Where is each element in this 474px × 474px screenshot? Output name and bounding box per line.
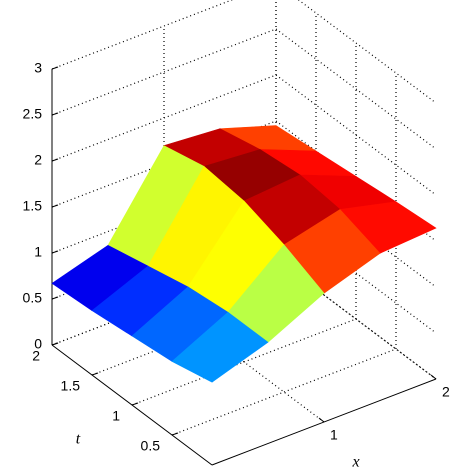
y-tick-label: 1.5 [61, 378, 81, 394]
x-tick [318, 417, 325, 423]
y-tick [171, 432, 179, 436]
z-tick [51, 250, 59, 254]
z-tick [51, 296, 59, 300]
grid-line [275, 28, 437, 150]
x-tick-label: 2 [442, 384, 450, 400]
grid-line [51, 0, 234, 70]
y-tick [91, 372, 99, 376]
z-tick-label: 2.5 [23, 106, 43, 122]
z-tick-label: 0.5 [23, 290, 43, 306]
y-tick [131, 402, 139, 406]
x-tick-label: 1 [330, 427, 338, 443]
y-tick-label: 1 [112, 408, 120, 424]
z-tick-label: 1.5 [23, 198, 43, 214]
x-tick [430, 374, 437, 380]
y-tick-label: 2 [32, 348, 40, 364]
z-tick [51, 112, 59, 116]
surface-patch [171, 311, 269, 383]
y-tick-label: 0.5 [141, 438, 161, 454]
z-tick-label: 3 [34, 60, 42, 76]
z-tick-label: 2 [34, 152, 42, 168]
y-tick [51, 342, 59, 346]
z-tick-label: 1 [34, 244, 42, 260]
z-tick [51, 204, 59, 208]
x-axis-label: x [351, 454, 359, 471]
grid-line [297, 0, 437, 104]
z-tick [51, 158, 59, 162]
grid-line [163, 301, 325, 423]
z-tick [51, 66, 59, 70]
grid-line [275, 212, 437, 334]
y-axis-label: t [76, 431, 81, 448]
z-tick-label: 0 [34, 336, 42, 352]
